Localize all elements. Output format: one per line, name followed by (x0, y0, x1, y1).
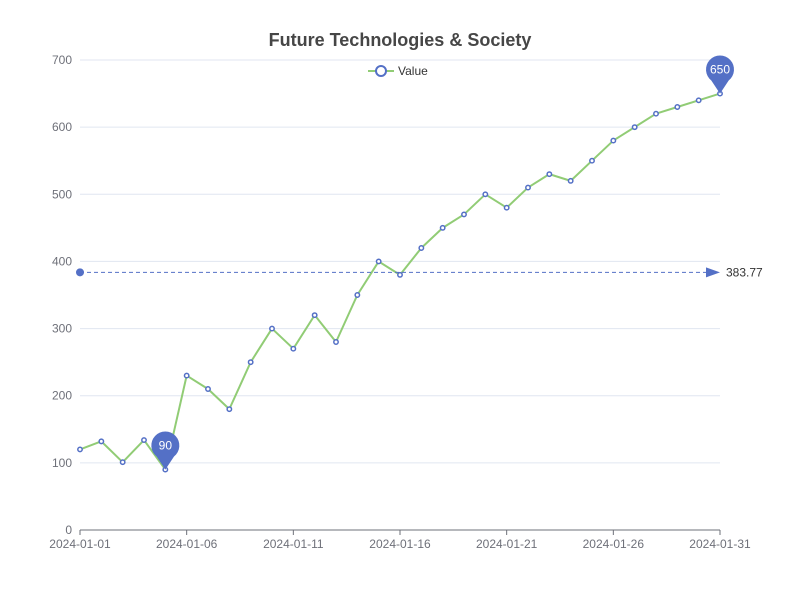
x-tick-label: 2024-01-31 (689, 537, 751, 551)
y-tick-label: 500 (52, 187, 72, 201)
legend[interactable]: Value (368, 62, 428, 80)
legend-swatch-icon (368, 65, 394, 77)
data-point (311, 312, 318, 319)
data-point (141, 437, 147, 443)
x-tick-label: 2024-01-26 (583, 537, 645, 551)
x-tick-label: 2024-01-06 (156, 537, 218, 551)
data-point (290, 345, 297, 352)
data-point (333, 339, 339, 345)
data-point (503, 204, 510, 211)
x-tick-label: 2024-01-01 (49, 537, 111, 551)
data-point (354, 292, 361, 298)
mark-point-pin-icon (151, 431, 180, 470)
legend-label: Value (398, 64, 428, 78)
mark-point-label: 650 (710, 63, 730, 77)
y-tick-label: 0 (65, 523, 72, 537)
mark-point-label: 90 (159, 439, 173, 453)
data-point (77, 446, 83, 453)
data-point (631, 124, 638, 131)
data-point (247, 359, 254, 366)
data-point (183, 372, 190, 379)
x-tick-label: 2024-01-16 (369, 537, 431, 551)
y-tick-label: 600 (52, 120, 72, 134)
x-tick-label: 2024-01-21 (476, 537, 538, 551)
y-tick-label: 100 (52, 456, 72, 470)
data-point (226, 406, 233, 413)
x-tick-label: 2024-01-11 (263, 537, 324, 551)
y-tick-label: 700 (52, 53, 72, 67)
average-line-label: 383.77 (726, 265, 763, 279)
data-point (418, 245, 425, 251)
data-point (439, 224, 446, 231)
y-tick-label: 200 (52, 389, 72, 403)
data-point (589, 157, 595, 164)
data-point (375, 258, 382, 265)
data-point (525, 184, 531, 191)
data-point (653, 110, 659, 117)
data-point (546, 171, 553, 178)
data-point (205, 386, 211, 392)
mark-point-pin-icon (706, 55, 735, 94)
data-point (397, 271, 403, 278)
y-tick-label: 300 (52, 322, 72, 336)
data-point (98, 438, 105, 445)
data-point (119, 459, 126, 466)
chart-title: Future Technologies & Society (268, 30, 532, 50)
average-line-arrow-icon (706, 267, 720, 278)
y-tick-label: 400 (52, 254, 72, 268)
data-point (482, 191, 489, 198)
data-point (674, 104, 681, 110)
series-line-value (79, 92, 721, 471)
average-line-start-dot (76, 268, 84, 277)
data-point (695, 97, 702, 104)
data-point (461, 211, 467, 218)
data-point (269, 325, 275, 332)
data-point (567, 177, 574, 184)
data-point (610, 137, 617, 144)
